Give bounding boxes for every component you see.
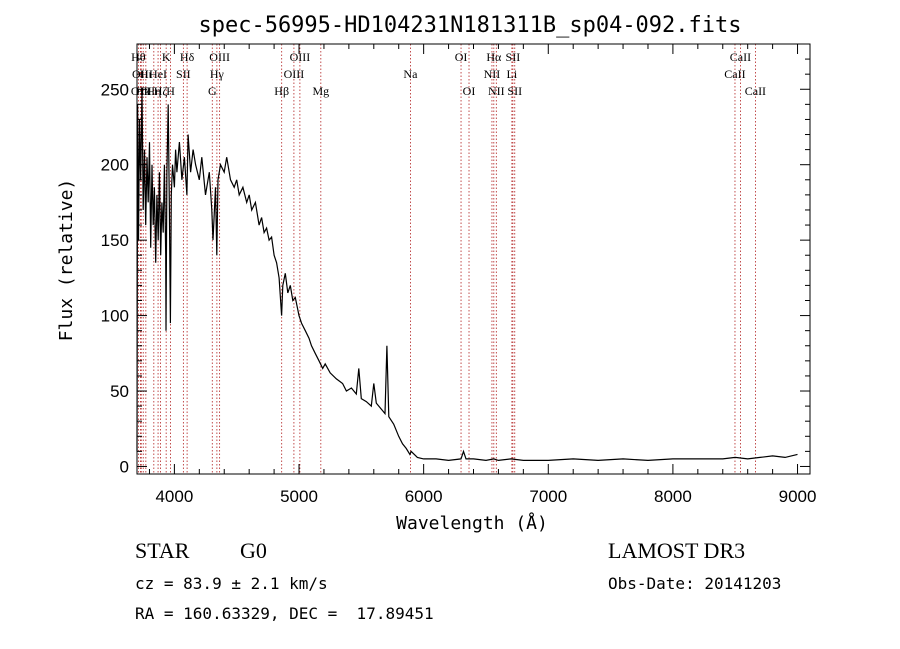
line-marker-label: Mg (312, 84, 329, 98)
line-marker-label: Li (507, 67, 518, 81)
line-marker-label: Hγ (210, 67, 225, 81)
line-marker-label: OIII (290, 50, 311, 64)
line-marker-label: OIII (209, 50, 230, 64)
line-marker-label: Hβ (274, 84, 289, 98)
coordinates: RA = 160.63329, DEC = 17.89451 (135, 604, 434, 623)
y-tick-label: 0 (120, 457, 129, 476)
observation-date: Obs-Date: 20141203 (608, 574, 782, 593)
x-tick-label: 6000 (405, 487, 443, 506)
x-tick-label: 5000 (280, 487, 318, 506)
line-marker-label: Hη (146, 84, 161, 98)
line-marker-label: OI (463, 84, 476, 98)
spectrum-line (136, 89, 798, 462)
line-marker-label: G (208, 84, 217, 98)
subclass: G0 (240, 538, 267, 563)
line-marker-label: Hζ (154, 84, 168, 98)
line-marker-label: SII (507, 84, 522, 98)
y-tick-label: 200 (101, 156, 129, 175)
line-marker-label: Na (403, 67, 418, 81)
line-marker-label: OI (455, 50, 468, 64)
line-marker-label: H (166, 84, 175, 98)
x-axis: 4000 5000 6000 7000 8000 9000 (148, 44, 817, 506)
line-marker-label: CaII (730, 50, 751, 64)
redshift-velocity: cz = 83.9 ± 2.1 km/s (135, 574, 328, 593)
y-tick-label: 150 (101, 231, 129, 250)
line-marker-label: Hδ (180, 50, 195, 64)
line-marker-label: NII (488, 84, 505, 98)
line-marker-label: CaII (724, 67, 745, 81)
line-marker-label: OIII (284, 67, 305, 81)
plot-frame (136, 43, 811, 475)
line-marker-label: SII (506, 50, 521, 64)
x-tick-label: 8000 (654, 487, 692, 506)
line-marker-label: K (162, 50, 171, 64)
line-marker-label: CaII (745, 84, 766, 98)
x-tick-label: 7000 (529, 487, 567, 506)
line-marker-labels: HθOIIOIIIHκHιHηHeIHζKHSIIHδGHγOIIIHβOIII… (131, 50, 766, 98)
y-tick-label: 250 (101, 80, 129, 99)
x-tick-label: 4000 (155, 487, 193, 506)
x-axis-label: Wavelength (Å) (396, 512, 548, 534)
line-marker-label: OIII (131, 84, 152, 98)
line-marker-label: SII (176, 67, 191, 81)
line-markers (137, 44, 756, 474)
line-marker-label: HeI (149, 67, 167, 81)
line-marker-label: Hθ (131, 50, 146, 64)
y-tick-label: 100 (101, 307, 129, 326)
y-tick-label: 50 (110, 382, 129, 401)
survey-name: LAMOST DR3 (608, 538, 746, 563)
line-marker-label: NII (484, 67, 501, 81)
object-type: STAR (135, 538, 190, 563)
y-axis: 0 50 100 150 200 250 (101, 58, 810, 476)
line-marker-label: Hι (140, 67, 153, 81)
chart-title: spec-56995-HD104231N181311B_sp04-092.fit… (198, 13, 741, 38)
line-marker-label: Hκ (136, 84, 151, 98)
line-marker-label: Hα (486, 50, 502, 64)
y-axis-label: Flux (relative) (56, 179, 77, 342)
x-tick-label: 9000 (779, 487, 817, 506)
